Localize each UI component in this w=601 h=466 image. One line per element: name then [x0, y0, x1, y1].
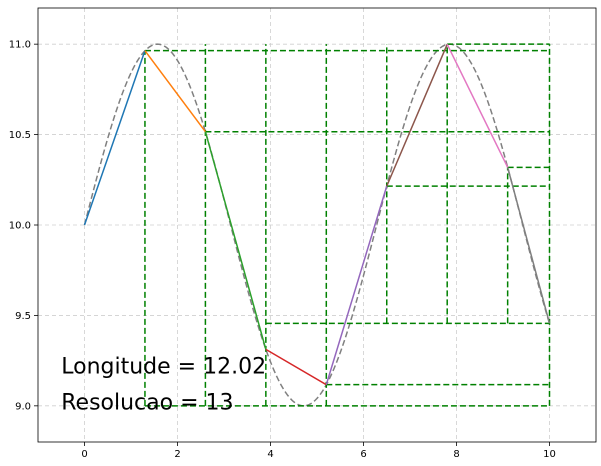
y-tick-label-3: 10.5 [9, 130, 31, 141]
x-tick-label-4: 8 [453, 449, 459, 460]
polyline-segments [83, 44, 551, 386]
y-tick-label-2: 10.0 [9, 221, 31, 232]
x-tick-label-1: 2 [174, 449, 180, 460]
polyline-segment-3 [265, 348, 327, 386]
annotation-0: Longitude = 12.02 [61, 354, 266, 379]
construction-lines [144, 43, 551, 407]
reference-sine-curve [83, 43, 551, 407]
x-tick-label-5: 10 [543, 449, 556, 460]
y-tick-label-4: 11.0 [9, 40, 31, 51]
x-tick-label-3: 6 [360, 449, 366, 460]
polyline-segment-1 [144, 50, 207, 133]
x-tick-label-2: 4 [267, 449, 273, 460]
polyline-segment-6 [446, 44, 509, 168]
y-tick-label-0: 9.0 [15, 401, 31, 412]
annotation-1: Resolucao = 13 [61, 390, 233, 415]
polyline-segment-0 [83, 50, 146, 226]
polyline-segment-2 [204, 131, 267, 350]
axis-ticks: 0 2 4 6 8 10 9.0 9.5 10.0 10.5 11.0 [9, 40, 556, 460]
polyline-segment-7 [506, 167, 551, 324]
annotations: Longitude = 12.02 Resolucao = 13 [61, 354, 266, 415]
y-tick-label-1: 9.5 [15, 311, 31, 322]
polyline-segment-5 [386, 44, 448, 187]
x-tick-label-0: 0 [81, 449, 87, 460]
reference-curve [83, 43, 551, 407]
polyline-segment-4 [325, 185, 388, 385]
